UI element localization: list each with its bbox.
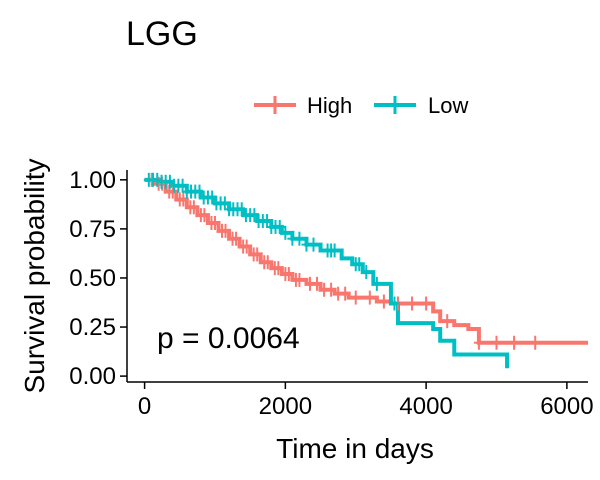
censor-mark-low — [329, 243, 340, 258]
censor-mark-high — [421, 296, 432, 311]
legend-label: Low — [428, 93, 468, 118]
censor-mark-high — [326, 282, 337, 297]
p-value-annotation: p = 0.0064 — [157, 322, 300, 355]
censor-mark-low — [354, 257, 365, 272]
censor-mark-high — [273, 261, 284, 276]
censor-mark-low — [308, 237, 319, 252]
x-tick-label: 4000 — [399, 393, 452, 420]
censor-mark-high — [491, 335, 502, 350]
censor-mark-high — [340, 286, 351, 301]
censor-mark-high — [241, 239, 252, 254]
chart-title: LGG — [126, 15, 198, 53]
censor-mark-high — [252, 247, 263, 262]
x-axis-title: Time in days — [276, 433, 434, 464]
series-line-high — [144, 177, 588, 345]
censor-mark-high — [509, 335, 520, 350]
y-tick-label: 0.25 — [69, 314, 116, 341]
censor-mark-low — [371, 276, 382, 291]
censor-mark-high — [530, 335, 541, 350]
censor-mark-high — [178, 192, 189, 207]
legend-label: High — [307, 93, 352, 118]
censor-mark-high — [364, 290, 375, 305]
axes: 0 2000 4000 6000 0.00 0.25 0.50 0.75 1.00 — [69, 167, 593, 420]
legend: High Low — [254, 93, 468, 118]
censor-mark-high — [407, 296, 418, 311]
censor-mark-low — [280, 225, 291, 240]
legend-item-low: Low — [374, 93, 468, 118]
censor-mark-low — [294, 231, 305, 246]
censor-mark-low — [389, 296, 400, 311]
x-tick-label: 6000 — [540, 393, 593, 420]
censor-mark-high — [378, 294, 389, 309]
censor-mark-high — [188, 200, 199, 215]
censor-mark-high — [350, 290, 361, 305]
plot-area — [143, 172, 588, 369]
censor-mark-high — [231, 231, 242, 246]
censor-mark-high — [262, 255, 273, 270]
censor-mark-high — [167, 184, 178, 199]
censor-mark-high — [209, 216, 220, 230]
y-tick-label: 0.50 — [69, 265, 116, 292]
censor-mark-low — [274, 219, 285, 234]
x-ticks: 0 2000 4000 6000 — [138, 382, 594, 420]
y-axis-title: Survival probability — [19, 159, 50, 394]
censor-marks — [143, 172, 541, 350]
censor-mark-high — [199, 208, 210, 223]
y-ticks: 0.00 0.25 0.50 0.75 1.00 — [69, 167, 127, 390]
censor-mark-high — [312, 276, 323, 291]
censor-mark-high — [473, 335, 484, 350]
legend-item-high: High — [254, 93, 352, 118]
y-tick-label: 1.00 — [69, 167, 116, 194]
censor-mark-low — [361, 265, 372, 280]
y-tick-label: 0.75 — [69, 216, 116, 243]
censor-mark-high — [220, 223, 231, 238]
x-tick-label: 0 — [138, 393, 151, 420]
censor-mark-high — [294, 272, 305, 287]
y-tick-label: 0.00 — [69, 363, 116, 390]
censor-mark-high — [442, 314, 453, 329]
x-tick-label: 2000 — [259, 393, 312, 420]
censor-mark-high — [283, 267, 294, 282]
